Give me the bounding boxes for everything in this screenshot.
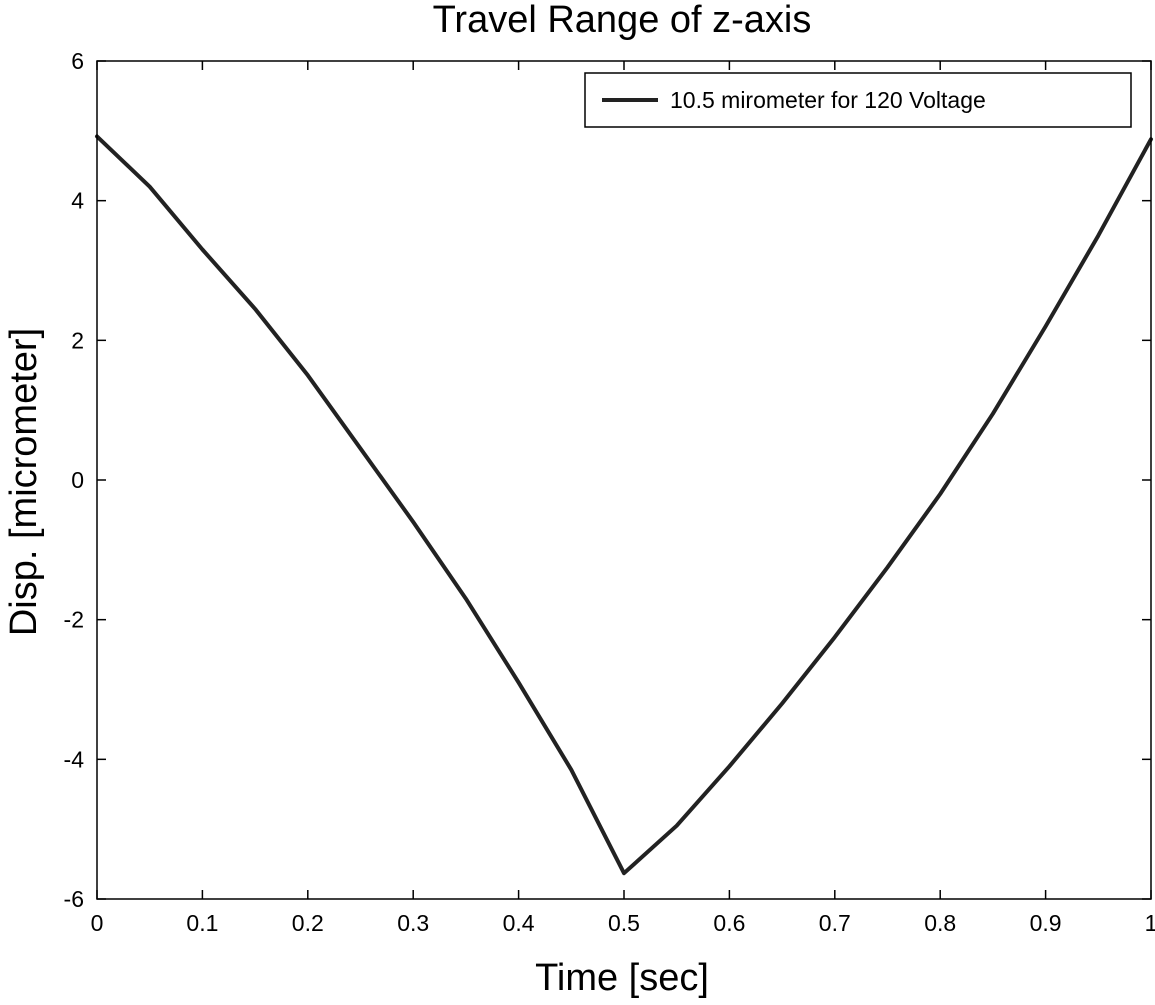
- legend-label: 10.5 mirometer for 120 Voltage: [670, 87, 986, 113]
- series-line: [95, 134, 1153, 876]
- plot-frame: [96, 60, 1152, 900]
- plot-area: [97, 61, 1151, 899]
- y-tick-label: -6: [64, 886, 84, 912]
- ticks: 0 0.1 0.2 0.3 0.4 0.5 0.6 0.7 0.8 0.9 1 -6 -4 -2 0 2 4 6: [64, 48, 1155, 936]
- x-tick-label: 0.4: [503, 910, 535, 936]
- y-tick-label: 2: [71, 327, 84, 353]
- x-tick-label: 0.5: [608, 910, 640, 936]
- y-tick-label: 6: [71, 48, 84, 74]
- x-tick-label: 0.7: [819, 910, 851, 936]
- x-tick-label: 0.9: [1030, 910, 1062, 936]
- legend-box: [584, 72, 1132, 128]
- x-tick-label: 0.8: [924, 910, 956, 936]
- y-tick-label: 4: [71, 188, 84, 214]
- series-layer: [95, 134, 1153, 876]
- x-axis-title: Time [sec]: [535, 957, 709, 999]
- x-tick-label: 1: [1145, 910, 1155, 936]
- y-axis-title: Disp. [micrometer]: [3, 328, 45, 636]
- x-tick-label: 0: [91, 910, 104, 936]
- legend: 10.5 mirometer for 120 Voltage: [584, 72, 1132, 128]
- x-tick-label: 0.1: [186, 910, 218, 936]
- x-tick-label: 0.6: [713, 910, 745, 936]
- y-tick-label: -4: [64, 746, 85, 772]
- chart-title: Travel Range of z-axis: [433, 0, 812, 41]
- y-tick-label: -2: [64, 607, 84, 633]
- x-tick-label: 0.2: [292, 910, 324, 936]
- x-tick-label: 0.3: [397, 910, 429, 936]
- y-tick-label: 0: [71, 467, 84, 493]
